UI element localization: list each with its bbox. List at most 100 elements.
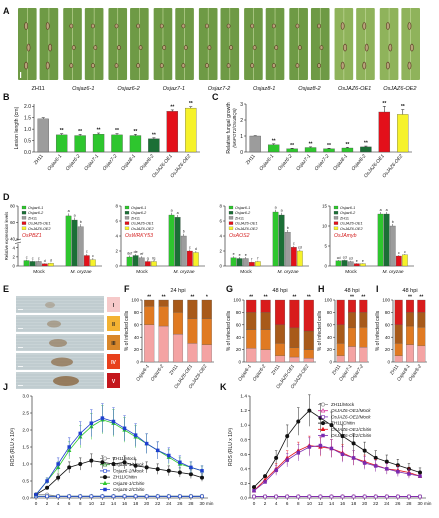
data-point: [285, 434, 290, 439]
stack-segment: [303, 349, 314, 359]
panel-letter-j: J: [3, 382, 8, 392]
stack-segment: [172, 312, 184, 335]
significance-mark: **: [364, 141, 368, 147]
legend-swatch: [124, 205, 130, 210]
lesion: [271, 23, 276, 29]
significance-letter: def: [127, 251, 132, 255]
bar: [360, 146, 372, 153]
data-point: [340, 434, 345, 439]
x-tick-label: 12: [318, 501, 324, 506]
y-tick-label: 20: [134, 347, 140, 352]
legend-label: Osjaz6-1/Chitin: [113, 481, 145, 486]
bar: [395, 255, 402, 267]
data-point: [89, 421, 94, 425]
lesion: [136, 63, 141, 68]
data-point: [362, 448, 367, 453]
significance-letter: g: [147, 257, 149, 261]
significance-letter: ef: [140, 252, 143, 256]
bar: [186, 250, 193, 267]
stack-segment: [260, 312, 271, 330]
lesion: [250, 23, 255, 29]
bar: [397, 114, 409, 153]
lesion: [162, 45, 167, 50]
x-tick-label: 14: [329, 501, 335, 506]
stack-segment: [289, 356, 300, 363]
y-tick-label: 0: [329, 360, 332, 365]
legend-label: OsJAZ6-OE2: [235, 227, 258, 231]
data-point: [133, 463, 138, 468]
data-point: [307, 408, 312, 413]
x-tick-label: 30: [199, 501, 205, 506]
legend-swatch: [333, 221, 339, 225]
legend-swatch: [333, 211, 339, 215]
bar: [341, 147, 354, 153]
data-point: [385, 467, 389, 471]
micrograph: [16, 296, 104, 313]
y-tick-label: 0: [387, 360, 390, 365]
data-point: [122, 460, 127, 465]
bar: [353, 263, 360, 267]
legend-swatch: [21, 211, 27, 215]
data-point: [166, 468, 171, 473]
y-tick-label: 20: [327, 347, 333, 352]
line-chart-k: 0.00.20.40.60.81.01.21.40 2 4 6 8 10 12 14 16 18 2…: [228, 394, 432, 506]
stack-segment: [144, 299, 155, 307]
bar: [242, 258, 249, 267]
significance-letter: e: [233, 252, 235, 256]
bar: [192, 252, 199, 267]
significance-mark: **: [189, 101, 193, 107]
y-tick-label: 0.5: [22, 479, 29, 485]
data-point: [320, 408, 326, 413]
series-line: [35, 417, 203, 495]
y-tick-label: 0: [325, 264, 328, 269]
data-point: [103, 469, 107, 473]
significance-mark: **: [401, 104, 405, 110]
significance-mark: **: [345, 142, 349, 148]
genotype-label: ZH11: [31, 86, 44, 92]
legend-swatch: [333, 226, 339, 230]
bar: [359, 263, 366, 267]
significance-letter: a: [68, 209, 70, 213]
data-point: [385, 494, 389, 499]
y-tick-label: 1.0: [240, 423, 247, 429]
x-tick-label: Osjaz8-2: [138, 153, 155, 172]
y-tick-label: 8: [116, 204, 119, 209]
legend-label: OsJAZ6-OE1: [131, 222, 154, 226]
significance-mark: **: [170, 104, 174, 110]
y-tick-label: 2.0: [24, 104, 31, 110]
chart-title: 48 hpi: [402, 288, 417, 294]
panel-letter-f: F: [124, 284, 130, 294]
x-tick-label: Osjaz8-1: [332, 153, 349, 172]
y-tick-label: 40: [327, 335, 333, 340]
data-point: [320, 426, 326, 431]
significance-letter: b: [80, 220, 82, 224]
data-point: [111, 461, 116, 466]
x-tick-label: Osjaz6-2: [252, 363, 267, 382]
significance-letter: f: [257, 257, 258, 261]
y-tick-label: 10: [322, 224, 327, 229]
x-tick-label: ZH11: [245, 153, 257, 166]
legend-label: Osjaz6-1: [235, 206, 250, 210]
stack-segment: [348, 312, 356, 329]
stage-swatch: [107, 373, 120, 388]
stack-segment: [187, 343, 198, 363]
hyphae: [49, 339, 67, 347]
data-point: [329, 423, 334, 428]
y-tick-label: 8: [220, 204, 223, 209]
x-tick-label: 14: [111, 501, 117, 506]
x-tick-label: 22: [373, 501, 379, 506]
data-point: [167, 453, 171, 458]
significance-letter: c: [92, 254, 94, 258]
gene-name: OsWRKY53: [125, 233, 153, 239]
significance-mark: **: [290, 143, 294, 149]
data-point: [340, 452, 345, 457]
y-tick-label: 1.5: [24, 116, 31, 122]
data-point: [252, 488, 256, 493]
stack-segment: [274, 324, 286, 344]
significance-mark: **: [190, 295, 194, 301]
data-point: [351, 456, 356, 460]
legend-label: Osjaz6-2: [340, 211, 356, 215]
